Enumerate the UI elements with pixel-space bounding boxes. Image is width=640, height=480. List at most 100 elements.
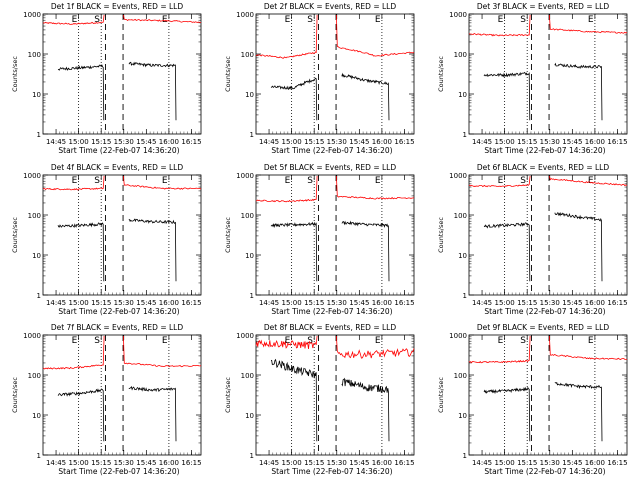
marker-label: E [498, 176, 504, 186]
chart-title: Det 4f BLACK = Events, RED = LLD [51, 163, 184, 172]
y-tick-label: 1 [37, 292, 41, 300]
y-tick-label: 10 [458, 252, 467, 260]
y-tick-label: 1 [250, 452, 254, 460]
x-tick-label: 16:00 [585, 138, 605, 146]
lld-trace [123, 175, 202, 190]
x-tick-label: 16:00 [585, 299, 605, 307]
x-tick-label: 15:45 [562, 459, 582, 467]
y-tick-label: 100 [241, 372, 254, 380]
events-trace [57, 388, 105, 442]
y-tick-label: 1000 [236, 332, 254, 340]
marker-label: E [162, 15, 168, 25]
x-tick-label: 16:00 [372, 299, 392, 307]
lld-trace [255, 335, 318, 350]
x-tick-label: 16:15 [181, 138, 201, 146]
lld-trace [336, 335, 415, 359]
x-tick-label: 15:00 [69, 459, 89, 467]
x-tick-label: 15:30 [114, 138, 134, 146]
x-tick-label: 15:45 [349, 459, 369, 467]
x-tick-label: 16:15 [181, 459, 201, 467]
events-trace [483, 386, 531, 442]
y-axis-label: Counts/sec [11, 217, 19, 253]
marker-label: S [520, 336, 526, 346]
y-tick-label: 10 [458, 91, 467, 99]
x-tick-label: 14:45 [46, 299, 66, 307]
x-axis-label: Start Time (22-Feb-07 14:36:20) [271, 467, 392, 476]
y-tick-label: 1000 [449, 172, 467, 180]
x-tick-label: 15:30 [327, 138, 347, 146]
x-tick-label: 16:15 [394, 138, 414, 146]
y-tick-label: 1000 [449, 11, 467, 19]
chart-panel-6: Det 6f BLACK = Events, RED = LLD Start Ti… [437, 163, 628, 316]
plot-frame [255, 334, 415, 456]
y-tick-label: 100 [454, 372, 467, 380]
x-axis-label: Start Time (22-Feb-07 14:36:20) [484, 307, 605, 316]
x-tick-label: 14:45 [259, 459, 279, 467]
x-tick-label: 16:00 [159, 459, 179, 467]
marker-label: S [94, 336, 100, 346]
x-tick-label: 15:15 [517, 299, 537, 307]
y-tick-label: 1000 [236, 172, 254, 180]
marker-label: E [72, 336, 78, 346]
x-tick-label: 15:15 [91, 459, 111, 467]
plot-frame [42, 334, 202, 456]
x-tick-label: 15:30 [540, 299, 560, 307]
x-tick-label: 15:45 [349, 138, 369, 146]
y-tick-label: 1 [463, 131, 467, 139]
x-axis-label: Start Time (22-Feb-07 14:36:20) [271, 146, 392, 155]
x-tick-label: 15:45 [562, 299, 582, 307]
y-tick-label: 100 [28, 372, 41, 380]
chart-title: Det 2f BLACK = Events, RED = LLD [264, 2, 397, 11]
marker-label: E [285, 336, 291, 346]
lld-trace [336, 175, 415, 200]
x-tick-label: 15:00 [69, 299, 89, 307]
marker-label: S [520, 15, 526, 25]
plot-frame [255, 174, 415, 296]
x-tick-label: 14:45 [46, 459, 66, 467]
events-trace [128, 218, 177, 282]
events-trace [341, 72, 390, 121]
marker-label: E [162, 176, 168, 186]
x-tick-label: 16:15 [607, 459, 627, 467]
lld-trace [42, 175, 105, 191]
marker-label: S [307, 176, 313, 186]
lld-trace [549, 14, 628, 34]
marker-label: E [375, 15, 381, 25]
chart-title: Det 9f BLACK = Events, RED = LLD [477, 323, 610, 332]
events-trace [128, 385, 177, 442]
chart-title: Det 6f BLACK = Events, RED = LLD [477, 163, 610, 172]
x-tick-label: 15:15 [304, 138, 324, 146]
events-trace [128, 61, 177, 121]
events-trace [554, 62, 603, 121]
events-trace [270, 221, 318, 282]
y-tick-label: 10 [32, 252, 41, 260]
marker-label: S [94, 176, 100, 186]
plot-frame [468, 334, 628, 456]
plot-frame [255, 13, 415, 135]
y-tick-label: 100 [241, 212, 254, 220]
x-tick-label: 14:45 [46, 138, 66, 146]
chart-title: Det 7f BLACK = Events, RED = LLD [51, 323, 184, 332]
x-axis-label: Start Time (22-Feb-07 14:36:20) [58, 307, 179, 316]
plot-frame [468, 13, 628, 135]
y-tick-label: 1 [37, 131, 41, 139]
lld-trace [255, 14, 318, 59]
y-tick-label: 10 [32, 412, 41, 420]
x-tick-label: 15:45 [562, 138, 582, 146]
x-tick-label: 16:15 [394, 299, 414, 307]
lld-trace [468, 175, 531, 188]
y-tick-label: 1000 [449, 332, 467, 340]
lld-trace [468, 335, 531, 364]
y-tick-label: 10 [458, 412, 467, 420]
y-tick-label: 10 [32, 91, 41, 99]
chart-panel-3: Det 3f BLACK = Events, RED = LLD Start Ti… [437, 2, 628, 155]
x-tick-label: 15:00 [282, 299, 302, 307]
lld-trace [123, 335, 202, 368]
x-tick-label: 15:30 [327, 299, 347, 307]
x-axis-label: Start Time (22-Feb-07 14:36:20) [58, 467, 179, 476]
x-tick-label: 16:00 [159, 138, 179, 146]
lld-trace [549, 335, 628, 360]
y-tick-label: 100 [241, 51, 254, 59]
plot-frame [468, 174, 628, 296]
y-tick-label: 10 [245, 91, 254, 99]
